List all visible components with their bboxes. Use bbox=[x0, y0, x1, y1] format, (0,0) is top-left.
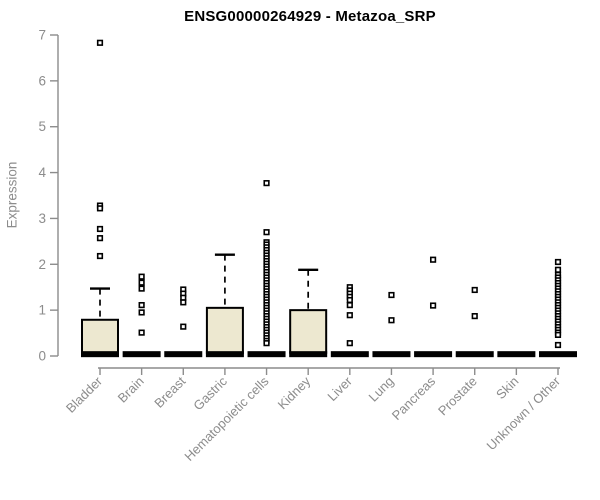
box bbox=[81, 318, 119, 354]
category-group bbox=[414, 256, 453, 358]
category-group bbox=[372, 291, 411, 358]
outlier-point bbox=[346, 296, 353, 304]
outlier-point bbox=[388, 291, 395, 299]
outlier-point bbox=[96, 252, 104, 260]
y-axis: 0 1 2 3 4 5 6 7 bbox=[38, 28, 59, 364]
outlier-point bbox=[180, 299, 187, 306]
category-group bbox=[164, 286, 203, 358]
x-category-label: Bladder bbox=[63, 373, 106, 416]
chart-title: ENSG00000264929 - Metazoa_SRP bbox=[184, 8, 436, 25]
x-category-label: Liver bbox=[324, 373, 355, 404]
category-group bbox=[81, 39, 119, 358]
outlier-point bbox=[263, 229, 270, 236]
outlier-point bbox=[96, 235, 104, 242]
median-line bbox=[455, 351, 494, 358]
outlier-point bbox=[346, 312, 353, 319]
outlier-point bbox=[138, 309, 145, 316]
median-line bbox=[289, 351, 328, 358]
outlier-point bbox=[471, 313, 478, 320]
median-line bbox=[414, 351, 453, 358]
outlier-point bbox=[429, 256, 437, 263]
median-line bbox=[205, 351, 244, 358]
category-group bbox=[539, 258, 577, 358]
category-group bbox=[330, 284, 369, 358]
y-tick-label: 1 bbox=[38, 303, 46, 318]
outlier-point bbox=[138, 285, 145, 292]
x-category-label: Unknown / Other bbox=[484, 373, 564, 453]
outlier-point bbox=[554, 331, 562, 339]
y-tick-label: 4 bbox=[38, 165, 46, 180]
outlier-point bbox=[138, 273, 145, 280]
outlier-point bbox=[554, 266, 562, 273]
median-line bbox=[81, 351, 119, 358]
outlier-point bbox=[96, 205, 104, 212]
outlier-point bbox=[346, 340, 353, 347]
y-tick-label: 6 bbox=[38, 73, 46, 88]
outlier-point bbox=[346, 301, 353, 309]
median-line bbox=[330, 351, 369, 358]
x-category-label: Breast bbox=[151, 373, 188, 410]
category-group bbox=[455, 286, 494, 358]
outlier-point bbox=[554, 341, 562, 349]
outlier-point bbox=[138, 279, 145, 286]
category-group bbox=[247, 180, 286, 358]
y-tick-label: 7 bbox=[38, 28, 46, 43]
outlier-point bbox=[138, 329, 145, 336]
outlier-point bbox=[429, 302, 437, 309]
outlier-point bbox=[471, 286, 478, 294]
median-line bbox=[164, 351, 203, 358]
y-tick-label: 0 bbox=[38, 349, 46, 364]
category-group bbox=[122, 273, 161, 358]
outlier-point bbox=[180, 323, 187, 330]
median-line bbox=[539, 351, 577, 358]
median-line bbox=[247, 351, 286, 358]
outlier-point bbox=[263, 340, 270, 347]
median-line bbox=[497, 351, 536, 358]
x-category-label: Kidney bbox=[275, 373, 314, 412]
y-tick-label: 3 bbox=[38, 211, 46, 226]
x-category-label: Gastric bbox=[190, 373, 230, 413]
y-tick-label: 2 bbox=[38, 257, 46, 272]
outlier-point bbox=[388, 317, 395, 324]
box bbox=[205, 306, 244, 354]
outlier-point bbox=[138, 301, 145, 309]
outlier-point bbox=[554, 258, 562, 266]
median-line bbox=[372, 351, 411, 358]
x-category-label: Prostate bbox=[435, 374, 480, 419]
outlier-point bbox=[263, 180, 270, 187]
x-category-label: Brain bbox=[115, 374, 147, 406]
x-category-label: Lung bbox=[366, 374, 397, 405]
box bbox=[289, 309, 328, 354]
category-group bbox=[497, 351, 536, 358]
outlier-point bbox=[96, 39, 104, 46]
median-line bbox=[122, 351, 161, 358]
x-category-label: Skin bbox=[493, 374, 521, 402]
category-group bbox=[289, 268, 328, 358]
outlier-point bbox=[96, 225, 104, 233]
category-group bbox=[205, 253, 244, 358]
x-category-label: Pancreas bbox=[389, 373, 439, 423]
y-tick-label: 5 bbox=[38, 119, 46, 134]
